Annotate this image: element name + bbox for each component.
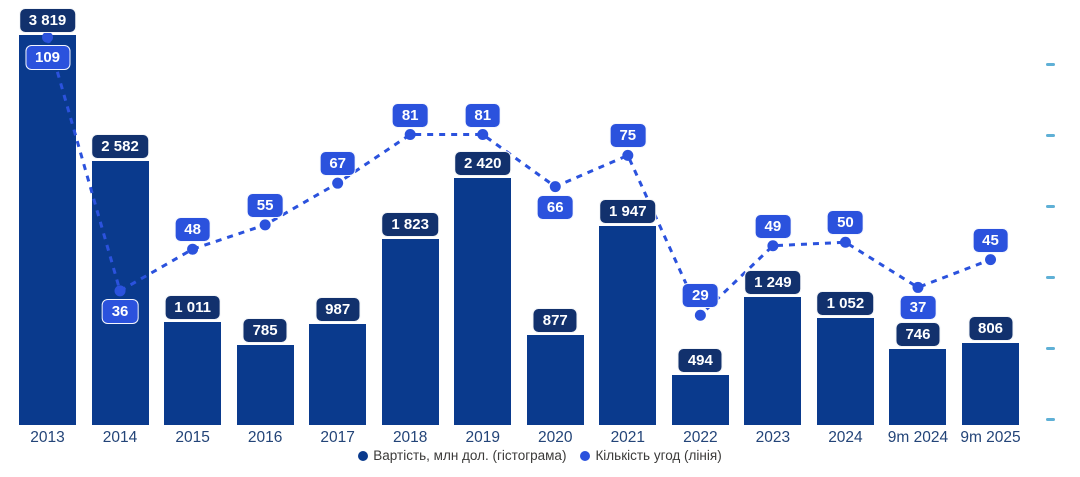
line-label-9m-2024: 37 — [899, 295, 937, 321]
bar-label-2019: 2 420 — [453, 150, 512, 176]
x-axis-label-2014: 2014 — [102, 429, 138, 446]
bar-label-2014: 2 582 — [91, 134, 149, 160]
bar-2020[interactable] — [526, 335, 584, 425]
legend: Вартість, млн дол. (гістограма) Кількіст… — [0, 448, 1080, 463]
x-axis-label-2015: 2015 — [175, 429, 210, 446]
line-point-2014[interactable] — [114, 285, 126, 297]
right-axis-tick-1 — [1046, 134, 1055, 137]
legend-dot-line — [580, 450, 591, 461]
line-point-9m-2025[interactable] — [985, 254, 997, 266]
bar-2015[interactable] — [164, 321, 222, 425]
line-label-2017: 67 — [319, 151, 356, 177]
legend-label-bars: Вартість, млн дол. (гістограма) — [373, 448, 567, 463]
bar-2018[interactable] — [381, 238, 439, 425]
bar-label-2015: 1 011 — [164, 294, 221, 320]
line-label-2019: 81 — [464, 102, 502, 128]
x-axis-label-2016: 2016 — [247, 429, 283, 446]
x-axis-label-9m-2024: 9m 2024 — [887, 429, 949, 446]
legend-item-bars[interactable]: Вартість, млн дол. (гістограма) — [358, 448, 566, 463]
line-point-2022[interactable] — [694, 309, 706, 321]
line-label-2018: 81 — [391, 102, 429, 128]
x-axis-label-2017: 2017 — [320, 429, 355, 446]
line-point-2019[interactable] — [477, 129, 489, 141]
deals-line-path — [46, 36, 992, 318]
line-point-2024[interactable] — [839, 236, 851, 248]
line-point-9m-2024[interactable] — [912, 281, 924, 293]
bar-2017[interactable] — [309, 324, 367, 425]
bar-2016[interactable] — [236, 344, 294, 425]
bar-2024[interactable] — [816, 317, 874, 425]
bar-label-2024: 1 052 — [816, 290, 875, 316]
bar-label-2017: 987 — [315, 297, 361, 323]
x-axis-label-2023: 2023 — [755, 429, 791, 446]
bar-label-9m-2024: 746 — [895, 321, 941, 347]
bar-label-2020: 877 — [532, 308, 578, 334]
x-axis-label-2013: 2013 — [30, 429, 65, 446]
line-point-2015[interactable] — [187, 243, 199, 255]
right-axis-tick-3 — [1046, 276, 1055, 279]
x-axis-label-9m-2025: 9m 2025 — [960, 429, 1021, 446]
line-point-2023[interactable] — [767, 240, 779, 252]
line-point-2013[interactable] — [42, 31, 53, 43]
line-label-2021: 75 — [609, 123, 647, 149]
x-axis-label-2018: 2018 — [392, 429, 428, 446]
line-label-2023: 49 — [754, 213, 792, 239]
bar-label-2021: 1 947 — [599, 199, 657, 225]
legend-item-line[interactable]: Кількість угод (лінія) — [580, 448, 722, 463]
bar-label-2013: 3 819 — [18, 8, 77, 33]
bar-9m-2024[interactable] — [889, 348, 947, 425]
line-label-2024: 50 — [827, 210, 864, 236]
line-label-9m-2025: 45 — [972, 227, 1009, 253]
bar-9m-2025[interactable] — [962, 342, 1020, 425]
right-axis-tick-0 — [1046, 63, 1055, 66]
line-point-2021[interactable] — [622, 149, 634, 161]
right-axis-tick-5 — [1046, 418, 1055, 421]
bar-2023[interactable] — [744, 297, 802, 425]
bar-label-2018: 1 823 — [381, 211, 439, 237]
bar-label-2023: 1 249 — [744, 270, 802, 296]
x-axis-label-2024: 2024 — [828, 429, 863, 446]
line-label-2014: 36 — [101, 298, 139, 324]
bar-2019[interactable] — [454, 177, 512, 425]
x-axis-label-2019: 2019 — [465, 429, 500, 446]
line-point-2018[interactable] — [404, 129, 416, 141]
legend-label-line: Кількість угод (лінія) — [595, 448, 722, 463]
line-point-2020[interactable] — [549, 181, 561, 193]
line-point-2016[interactable] — [259, 219, 271, 231]
right-axis-tick-2 — [1046, 205, 1055, 208]
bar-label-9m-2025: 806 — [968, 315, 1014, 341]
x-axis-label-2022: 2022 — [683, 429, 718, 446]
line-label-2016: 55 — [246, 192, 284, 218]
bar-2021[interactable] — [599, 226, 657, 425]
bar-2022[interactable] — [671, 374, 729, 425]
line-label-2013: 109 — [24, 45, 71, 71]
x-axis-label-2020: 2020 — [538, 429, 573, 446]
legend-dot-bars — [358, 450, 369, 461]
right-axis-tick-4 — [1046, 347, 1055, 350]
line-label-2020: 66 — [536, 194, 574, 220]
x-axis-label-2021: 2021 — [610, 429, 646, 446]
line-label-2015: 48 — [174, 217, 211, 243]
bar-label-2022: 494 — [677, 347, 723, 373]
line-point-2017[interactable] — [332, 177, 344, 189]
bar-label-2016: 785 — [242, 317, 288, 343]
line-label-2022: 29 — [682, 283, 719, 309]
